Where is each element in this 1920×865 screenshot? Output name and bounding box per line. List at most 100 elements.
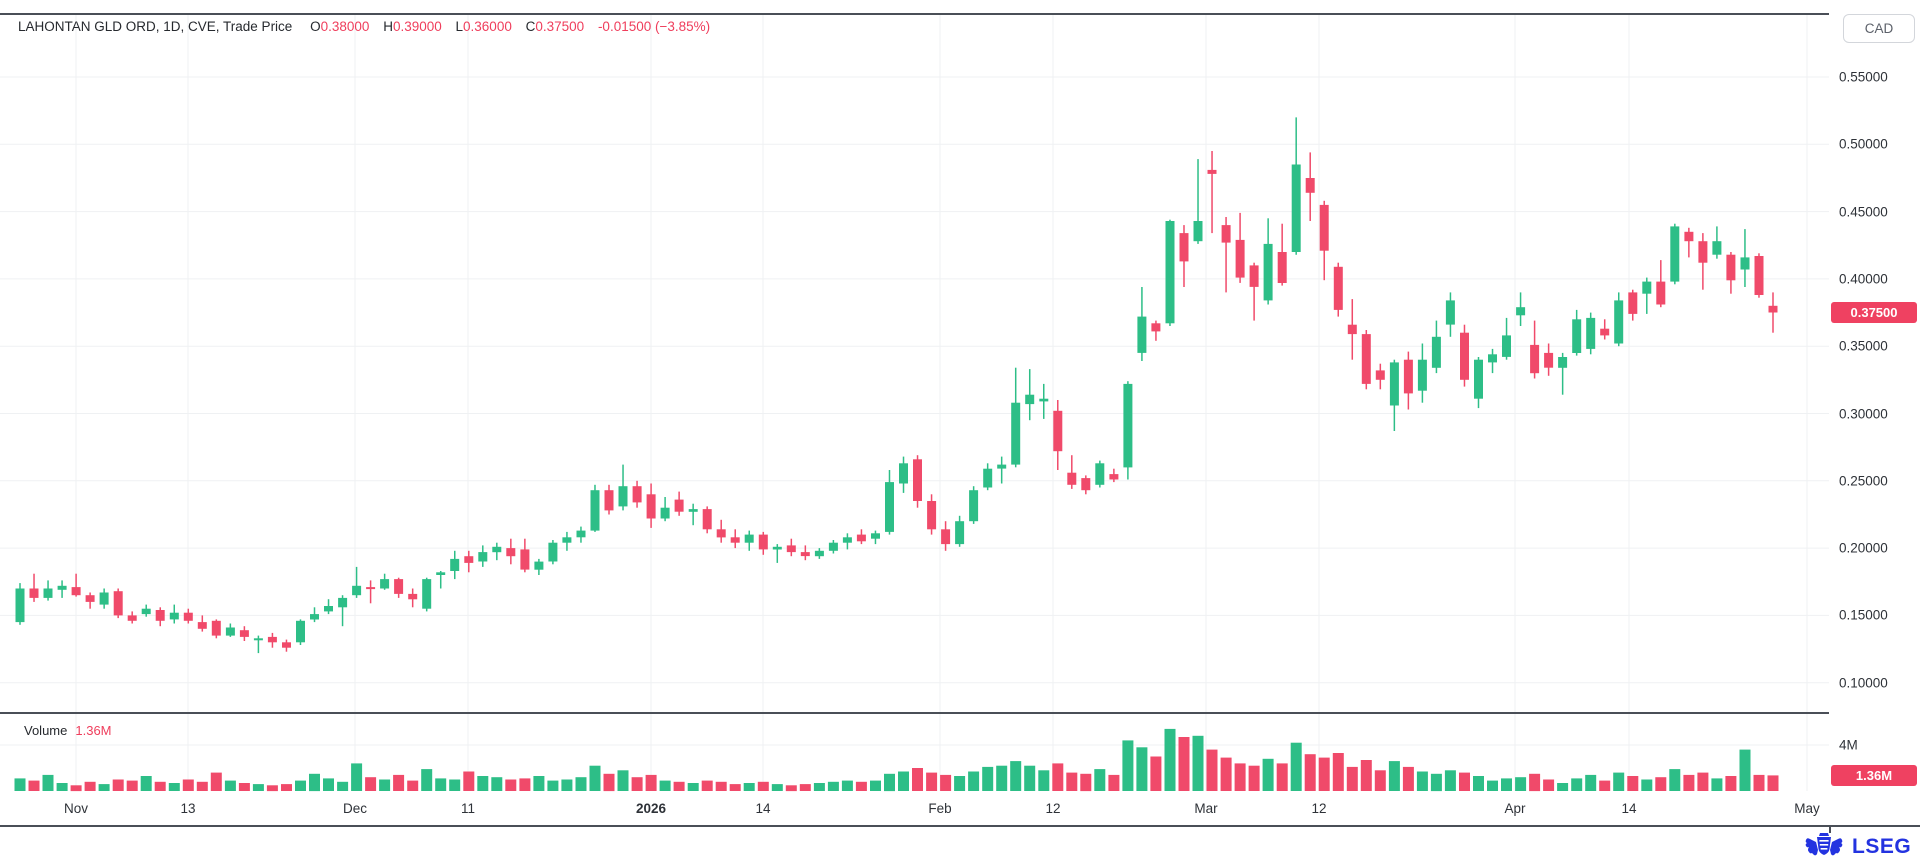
candle-body: [1572, 319, 1582, 353]
candle-body: [1193, 221, 1203, 242]
axis-end-tick: [1829, 825, 1831, 833]
time-axis-label: 11: [460, 801, 476, 816]
volume-bar: [743, 783, 755, 791]
candle-body: [282, 642, 291, 648]
candle-body: [197, 622, 207, 629]
candle-body: [29, 588, 39, 598]
volume-bar: [393, 774, 405, 791]
price-axis-label: 0.30000: [1839, 406, 1888, 421]
volume-bar: [1697, 772, 1709, 791]
volume-bar: [98, 784, 110, 791]
candle-body: [478, 552, 488, 562]
volume-bar: [1753, 774, 1765, 791]
price-volume-separator[interactable]: [0, 712, 1829, 714]
price-axis[interactable]: [1829, 0, 1920, 825]
candle-body: [590, 490, 600, 531]
candle-body: [225, 627, 235, 636]
candle-body: [1516, 307, 1526, 316]
volume-bar: [1360, 760, 1372, 791]
candle-body: [324, 606, 333, 612]
volume-bar: [1136, 747, 1148, 791]
volume-value: 1.36M: [75, 723, 112, 738]
candle-body: [338, 597, 348, 608]
close-value: 0.37500: [535, 19, 585, 34]
candle-body: [1347, 324, 1357, 335]
volume-bar: [337, 781, 349, 791]
instrument-title: LAHONTAN GLD ORD, 1D, CVE, Trade Price: [18, 19, 293, 34]
volume-bar: [1557, 783, 1569, 791]
volume-bar: [449, 779, 461, 791]
last-volume-badge: 1.36M: [1831, 764, 1917, 786]
volume-bar: [954, 776, 966, 791]
candle-body: [366, 587, 376, 590]
instrument-legend: LAHONTAN GLD ORD, 1D, CVE, Trade Price O…: [18, 19, 710, 34]
volume-bar: [182, 779, 194, 791]
volume-bar: [1024, 765, 1036, 791]
time-axis-label: 13: [180, 801, 196, 816]
candle-body: [408, 593, 418, 600]
candle-body: [141, 608, 151, 615]
volume-bar: [982, 766, 994, 791]
candle-body: [450, 558, 460, 571]
candle-body: [1656, 281, 1666, 305]
volume-bar: [295, 780, 306, 791]
candle-body: [1053, 410, 1063, 452]
volume-bar: [645, 774, 657, 791]
candle-body: [1698, 241, 1708, 263]
candle-body: [1249, 265, 1259, 287]
price-axis-label: 0.10000: [1839, 675, 1888, 691]
volume-bar: [1402, 766, 1414, 791]
candle-body: [1207, 169, 1217, 174]
volume-bar: [519, 778, 531, 791]
candle-body: [169, 612, 179, 620]
candle-body: [1445, 300, 1455, 325]
candle-body: [506, 548, 516, 557]
candle-body: [85, 595, 95, 602]
volume-bar: [589, 765, 601, 791]
candle-body: [1544, 352, 1554, 368]
candle-body: [871, 533, 880, 539]
volume-bar: [70, 785, 82, 792]
candle-body: [436, 572, 446, 575]
volume-bar: [435, 778, 447, 791]
last-price-badge: 0.37500: [1831, 302, 1917, 324]
volume-bar: [603, 773, 615, 792]
volume-bar: [561, 779, 573, 791]
volume-bar: [968, 771, 980, 791]
volume-bar: [1416, 771, 1428, 791]
volume-bar: [1206, 749, 1218, 791]
volume-bar: [1585, 774, 1597, 791]
candle-body: [1530, 344, 1540, 374]
volume-bar: [771, 784, 783, 791]
volume-bar: [673, 781, 685, 791]
candle-body: [772, 546, 782, 550]
candle-body: [674, 499, 684, 512]
volume-legend: Volume 1.36M: [24, 723, 112, 738]
volume-bar: [1150, 756, 1162, 791]
candle-body: [786, 545, 796, 553]
volume-bar: [42, 774, 54, 791]
time-axis-label: 12: [1045, 801, 1061, 816]
volume-bar: [1473, 776, 1484, 791]
candle-body: [1011, 402, 1021, 465]
volume-bar: [238, 783, 250, 791]
panel-top-border: [0, 13, 1829, 15]
lseg-logo: LSEG: [1804, 833, 1911, 861]
volume-axis-label: 4M: [1839, 737, 1858, 753]
volume-bar: [1346, 766, 1358, 791]
candle-body: [492, 546, 502, 553]
currency-box[interactable]: CAD: [1843, 14, 1915, 43]
volume-bar: [870, 780, 881, 791]
candle-body: [899, 463, 908, 484]
volume-bar: [1669, 769, 1681, 791]
volume-bar: [926, 772, 938, 791]
candle-body: [422, 579, 432, 609]
candle-body: [800, 552, 810, 557]
candle-body: [267, 636, 277, 643]
time-axis-label: May: [1794, 801, 1820, 816]
candle-body: [1375, 370, 1385, 380]
candle-body: [1768, 305, 1778, 313]
volume-bar: [1094, 769, 1106, 791]
